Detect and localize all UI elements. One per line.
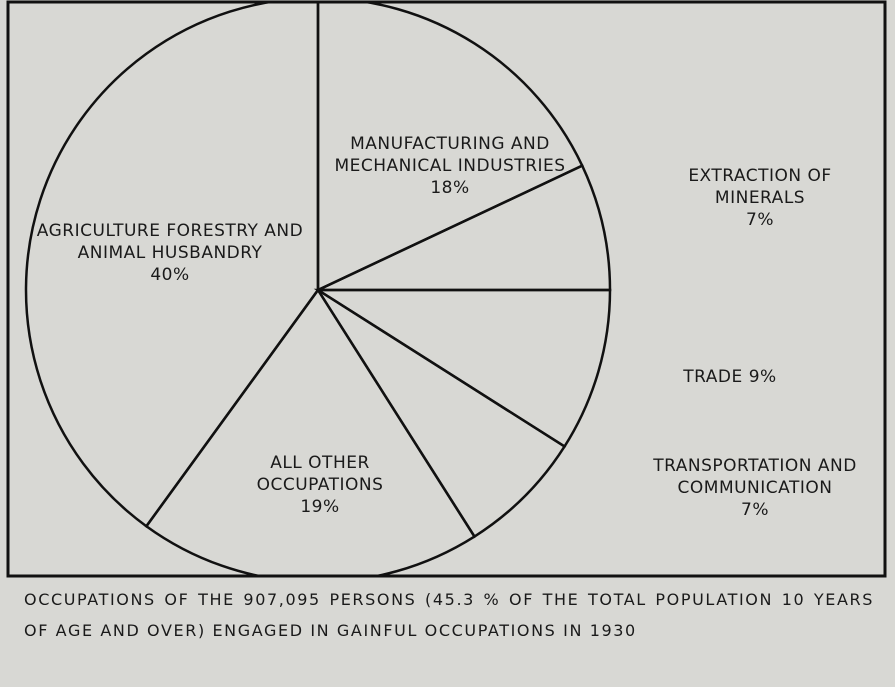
category-label: EXTRACTION OF MINERALS bbox=[688, 166, 832, 208]
value-label: 7% bbox=[741, 500, 769, 520]
slice-label: AGRICULTURE FORESTRY AND ANIMAL HUSBANDR… bbox=[35, 220, 305, 286]
frame bbox=[6, 0, 887, 578]
slice-label: TRADE 9% bbox=[650, 366, 810, 388]
chart bbox=[6, 0, 887, 578]
category-label: MANUFACTURING AND MECHANICAL INDUSTRIES bbox=[334, 134, 566, 176]
pie-slice bbox=[317, 164, 612, 292]
pie-slice bbox=[144, 287, 477, 576]
pie-slice bbox=[24, 2, 320, 528]
category-label: ALL OTHER OCCUPATIONS bbox=[256, 453, 384, 495]
pie-slice bbox=[313, 288, 612, 449]
slice-label: ALL OTHER OCCUPATIONS 19% bbox=[230, 452, 410, 518]
value-label: 9% bbox=[748, 367, 777, 387]
value-label: 18% bbox=[430, 178, 470, 198]
caption: OCCUPATIONS OF THE 907,095 PERSONS (45.3… bbox=[24, 590, 874, 640]
value-label: 19% bbox=[300, 497, 340, 517]
category-label: TRANSPORTATION AND COMMUNICATION bbox=[653, 456, 857, 498]
category-label: TRADE bbox=[683, 367, 743, 387]
category-label: AGRICULTURE FORESTRY AND ANIMAL HUSBANDR… bbox=[36, 221, 304, 263]
pie-slice bbox=[316, 288, 567, 539]
value-label: 7% bbox=[746, 210, 774, 230]
value-label: 40% bbox=[150, 265, 190, 285]
slice-label: MANUFACTURING AND MECHANICAL INDUSTRIES 1… bbox=[330, 133, 570, 199]
slice-label: EXTRACTION OF MINERALS 7% bbox=[660, 165, 860, 231]
pie-slice bbox=[316, 2, 584, 292]
slice-label: TRANSPORTATION AND COMMUNICATION 7% bbox=[630, 455, 880, 521]
